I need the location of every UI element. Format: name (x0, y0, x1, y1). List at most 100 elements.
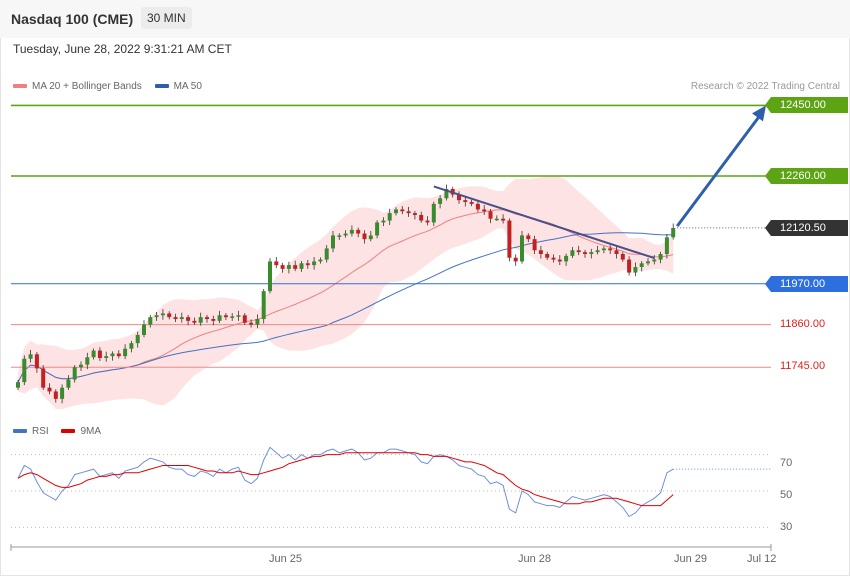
candle-body (368, 235, 373, 240)
instrument-title: Nasdaq 100 (CME) (11, 11, 134, 27)
candle-body (394, 209, 398, 214)
candle-body (520, 235, 524, 262)
candle-body (381, 220, 386, 223)
projection-arrow-shaft (675, 114, 762, 228)
candle-body (387, 213, 392, 221)
level-label-resistance: 12260.00 (765, 168, 848, 184)
candle-body (469, 202, 474, 204)
candle-body (312, 261, 317, 266)
candle-body (488, 211, 493, 219)
candle-body (28, 354, 33, 359)
candle-body (305, 263, 310, 266)
level-label-support: 11745.00 (780, 360, 826, 373)
level-label-current: 12120.50 (765, 219, 848, 236)
timestamp: Tuesday, June 28, 2022 9:31:21 AM CET (13, 42, 232, 56)
bollinger-band (18, 175, 674, 409)
candle-body (16, 382, 20, 388)
legend-ma50: MA 50 (154, 81, 202, 92)
candle-body (646, 261, 650, 264)
candle-body (557, 259, 562, 262)
candle-body (110, 353, 115, 357)
candle-body (129, 343, 134, 349)
candle-body (526, 235, 531, 240)
legend-rsi: RSI (13, 426, 49, 437)
credit-text: Research © 2022 Trading Central (690, 81, 840, 92)
candle-body (116, 353, 121, 357)
chart-header: Nasdaq 100 (CME) 30 MIN (0, 0, 850, 38)
candle-body (532, 239, 537, 251)
candle-body (255, 319, 260, 325)
ma50-swatch (154, 84, 169, 89)
rsi-swatch (13, 429, 27, 434)
candle-body (186, 317, 191, 321)
price-legend: MA 20 + Bollinger Bands MA 50 (13, 81, 212, 92)
candle-body (620, 254, 625, 260)
candle-body (293, 265, 298, 269)
candle-body (167, 313, 172, 318)
ma20-swatch (13, 84, 27, 89)
candle-body (576, 250, 581, 253)
legend-ma20-label: MA 20 + Bollinger Bands (32, 81, 142, 92)
candle-body (85, 357, 90, 365)
candle-body (639, 263, 644, 267)
candle-body (198, 317, 203, 323)
candle-body (482, 209, 487, 212)
candle-body (583, 252, 587, 254)
candle-body (412, 213, 417, 215)
x-label-jun29: Jun 29 (674, 553, 708, 565)
candle-body (205, 317, 209, 319)
level-label-support: 11860.00 (780, 317, 826, 330)
candle-body (538, 250, 543, 254)
candle-body (356, 229, 361, 234)
candle-body (217, 315, 222, 321)
candle-body (173, 317, 178, 319)
candle-body (362, 233, 367, 240)
candle-body (41, 368, 46, 388)
candle-body (406, 211, 411, 214)
candle-body (375, 222, 380, 236)
candle-body (664, 237, 669, 254)
candle-body (444, 189, 449, 199)
rsi-tick-70: 70 (780, 457, 793, 469)
candle-body (236, 315, 241, 317)
rsi-tick-50: 50 (780, 489, 793, 501)
candle-body (463, 200, 468, 202)
candle-body (60, 387, 65, 399)
rsi-series-rsi (17, 446, 674, 518)
candle-body (324, 248, 329, 260)
candle-body (589, 252, 594, 254)
candle-body (551, 257, 556, 260)
candle-body (601, 248, 606, 251)
candle-body (268, 261, 272, 292)
candle-body (192, 320, 197, 323)
candle-body (400, 209, 405, 212)
timeframe-button[interactable]: 30 MIN (141, 7, 192, 29)
level-label-resistance: 12450.00 (765, 97, 848, 114)
candle-body (331, 235, 335, 249)
candle-body (91, 350, 96, 358)
candle-body (627, 259, 632, 273)
x-label-jun25: Jun 25 (269, 553, 303, 565)
legend-9ma-label: 9MA (80, 426, 102, 437)
candle-body (211, 319, 216, 321)
level-label-pivot: 11970.00 (765, 275, 848, 292)
candle-body (53, 391, 58, 399)
candle-body (595, 250, 600, 253)
candle-body (545, 254, 550, 258)
candle-body (47, 387, 52, 392)
candle-body (318, 259, 323, 262)
candle-body (34, 354, 39, 369)
projection-arrow-head (752, 105, 766, 122)
candle-body (671, 228, 676, 238)
candle-body (475, 203, 480, 210)
candle-body (652, 259, 657, 262)
legend-ma50-label: MA 50 (173, 81, 202, 92)
x-label-jun28: Jun 28 (518, 553, 552, 565)
candle-body (160, 313, 165, 316)
candle-body (658, 254, 663, 260)
legend-9ma: 9MA (61, 426, 101, 437)
trendline (433, 185, 655, 260)
candle-body (457, 194, 461, 201)
candle-body (494, 218, 499, 221)
